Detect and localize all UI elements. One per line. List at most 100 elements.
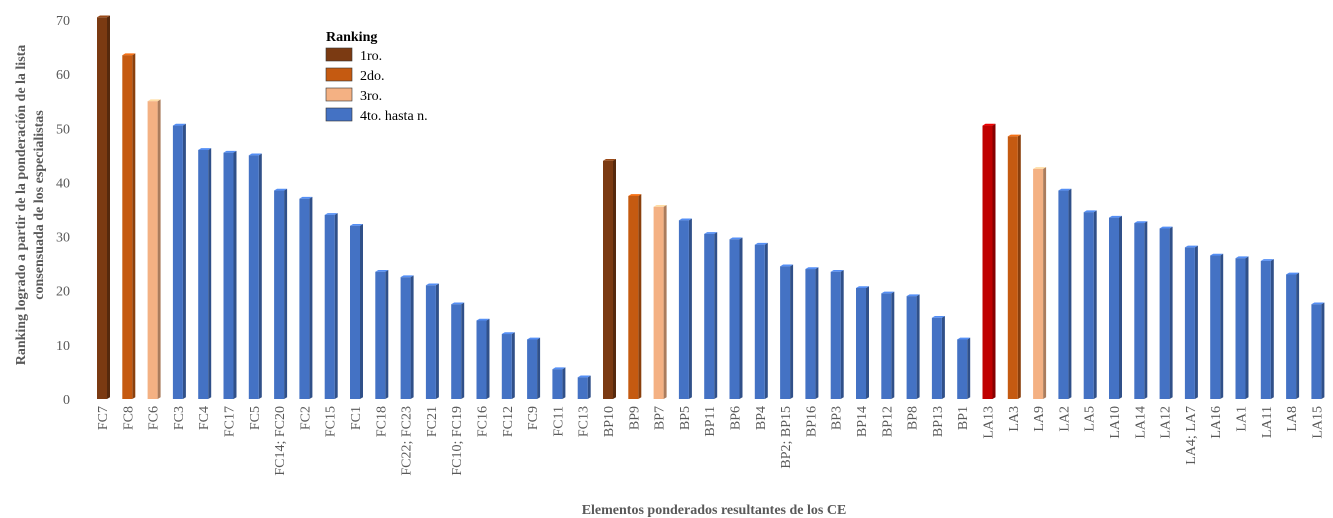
- bar-top: [501, 332, 515, 335]
- bar-front: [931, 317, 942, 399]
- bar-side: [157, 99, 161, 400]
- bar-side: [1169, 226, 1173, 399]
- x-tick-label: BP10: [602, 406, 617, 437]
- bar-side: [309, 196, 313, 399]
- bar: [1134, 221, 1148, 399]
- bar-front: [805, 269, 816, 399]
- bar-top: [248, 153, 262, 156]
- bar-front: [248, 155, 259, 399]
- bar-top: [527, 337, 541, 340]
- bar: [982, 123, 996, 400]
- bar-top: [1184, 245, 1198, 248]
- bar: [147, 99, 161, 400]
- bar-side: [663, 204, 667, 399]
- y-tick-label: 0: [63, 393, 70, 408]
- bar-side: [714, 232, 718, 399]
- bar: [274, 188, 288, 399]
- bar: [780, 264, 794, 399]
- bar-front: [274, 190, 285, 399]
- bar-top: [324, 213, 338, 215]
- bar: [931, 315, 945, 399]
- bar-front: [577, 377, 588, 399]
- y-tick-label: 50: [56, 122, 70, 137]
- bar-side: [1220, 253, 1224, 399]
- bar: [856, 286, 869, 399]
- x-tick-label: LA3: [1007, 406, 1022, 432]
- bar-top: [603, 158, 616, 161]
- bar-top: [400, 275, 414, 278]
- bar-side: [1017, 134, 1021, 399]
- bar: [501, 332, 515, 399]
- x-tick-label: BP13: [931, 406, 946, 437]
- bar-front: [603, 160, 613, 399]
- bar: [451, 302, 465, 399]
- bar-front: [653, 206, 664, 399]
- bar: [122, 53, 136, 400]
- x-tick-label: BP2; BP15: [779, 406, 794, 469]
- bar-front: [830, 271, 841, 399]
- bar-side: [866, 286, 869, 399]
- bar-top: [906, 294, 920, 297]
- x-tick-label: FC14; FC20: [273, 406, 288, 476]
- bar-top: [1134, 221, 1148, 224]
- x-tick-label: LA15: [1310, 406, 1325, 439]
- bar-front: [729, 239, 740, 399]
- bar-side: [739, 237, 743, 399]
- bar: [805, 267, 819, 399]
- x-tick-label: FC15: [324, 406, 339, 437]
- x-tick-label: FC4: [197, 406, 212, 430]
- bar-top: [375, 269, 389, 272]
- x-tick-label: LA4; LA7: [1184, 406, 1199, 465]
- bar-top: [754, 242, 768, 245]
- bar-side: [1144, 221, 1148, 399]
- bar-top: [1083, 210, 1097, 213]
- x-tick-label: BP9: [627, 406, 642, 430]
- legend: Ranking 1ro. 2do. 3ro. 4to. hasta n.: [325, 30, 428, 124]
- bar: [350, 223, 363, 399]
- bar: [1159, 226, 1173, 399]
- legend-swatch: [325, 67, 353, 82]
- bar-front: [628, 195, 639, 399]
- bar-side: [815, 267, 819, 399]
- bar-top: [805, 267, 819, 270]
- bar-top: [1260, 259, 1274, 261]
- bar-side: [764, 242, 768, 399]
- bar: [97, 15, 110, 400]
- y-tick-label: 10: [56, 339, 70, 354]
- bar-side: [537, 337, 541, 399]
- bar-front: [1159, 228, 1170, 399]
- y-axis-ticks: 0 10 20 30 40 50 60 70: [56, 14, 70, 408]
- bar-top: [628, 194, 642, 196]
- bar-front: [881, 293, 892, 399]
- bar: [324, 213, 338, 399]
- bar-side: [1194, 245, 1198, 399]
- bar-front: [400, 277, 411, 399]
- bar: [476, 318, 490, 399]
- x-tick-label: FC13: [577, 406, 592, 437]
- x-tick-label: BP7: [653, 406, 668, 430]
- bar: [1260, 259, 1274, 399]
- bar: [830, 269, 844, 399]
- bar-front: [1235, 258, 1246, 399]
- bar-top: [1109, 215, 1122, 218]
- bar-top: [653, 204, 667, 207]
- bar-front: [982, 125, 993, 399]
- bar-front: [1260, 260, 1271, 399]
- bar-front: [527, 339, 538, 399]
- bar-front: [122, 55, 133, 399]
- bar: [552, 367, 566, 399]
- bar-top: [451, 302, 465, 305]
- bar: [1109, 215, 1122, 399]
- bar-top: [1210, 253, 1224, 256]
- bar-side: [385, 269, 389, 399]
- x-tick-label: LA16: [1209, 406, 1224, 439]
- bar-side: [1321, 302, 1325, 399]
- x-tick-label: FC10; FC19: [450, 406, 465, 476]
- y-tick-label: 40: [56, 176, 70, 191]
- bar-top: [830, 269, 844, 272]
- x-tick-label: BP1: [956, 406, 971, 430]
- bar-front: [1007, 136, 1018, 399]
- bar-side: [587, 375, 591, 399]
- bar-front: [1058, 190, 1069, 399]
- x-tick-label: FC21: [425, 406, 440, 437]
